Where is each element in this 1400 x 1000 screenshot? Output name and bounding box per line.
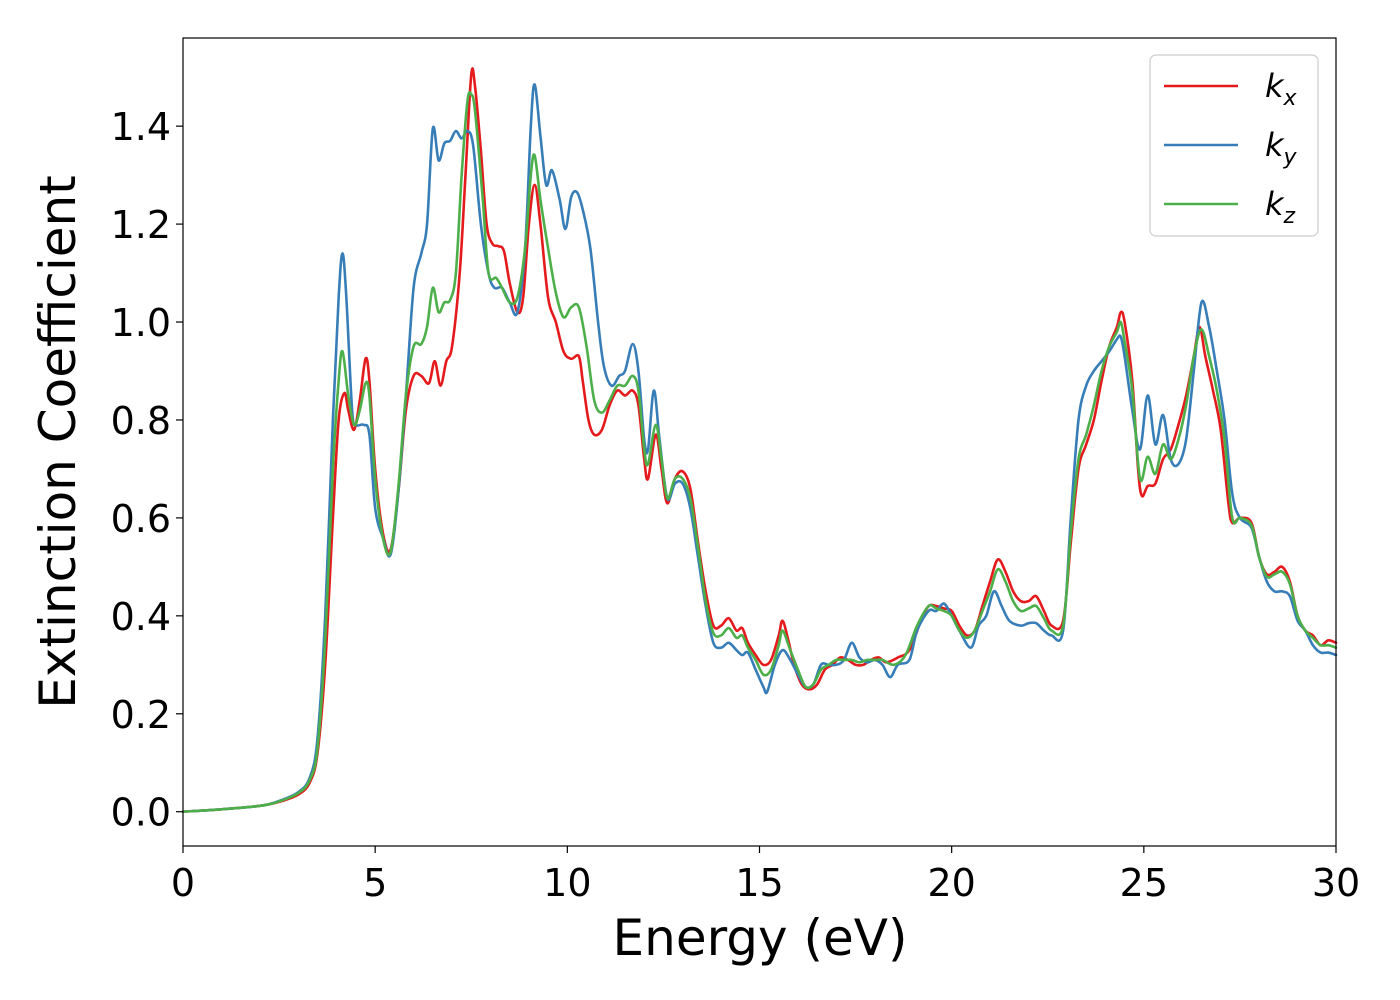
x-tick-label: 10 <box>543 861 591 905</box>
x-tick-label: 5 <box>363 861 387 905</box>
y-tick-label: 0.4 <box>111 595 171 639</box>
x-tick-label: 30 <box>1312 861 1360 905</box>
x-tick-label: 15 <box>735 861 783 905</box>
x-tick-label: 20 <box>927 861 975 905</box>
x-axis-label: Energy (eV) <box>613 909 908 967</box>
x-tick-label: 25 <box>1120 861 1168 905</box>
series-line-ky <box>181 83 1338 814</box>
y-tick-label: 1.4 <box>111 105 171 149</box>
y-tick-label: 0.6 <box>111 497 171 541</box>
series-layer <box>181 67 1338 814</box>
x-axis: 0 5 10 15 20 25 30 <box>171 846 1360 905</box>
series-line-kz <box>181 91 1338 814</box>
series-line-kx <box>181 67 1338 814</box>
y-tick-label: 0.0 <box>111 791 171 835</box>
y-tick-label: 0.2 <box>111 693 171 737</box>
y-tick-label: 1.2 <box>111 203 171 247</box>
y-tick-label: 0.8 <box>111 399 171 443</box>
y-axis: 0.0 0.2 0.4 0.6 0.8 1.0 1.2 1.4 <box>111 105 183 835</box>
y-tick-label: 1.0 <box>111 301 171 345</box>
y-axis-label: Extinction Coefficient <box>29 175 87 709</box>
x-tick-label: 0 <box>171 861 195 905</box>
